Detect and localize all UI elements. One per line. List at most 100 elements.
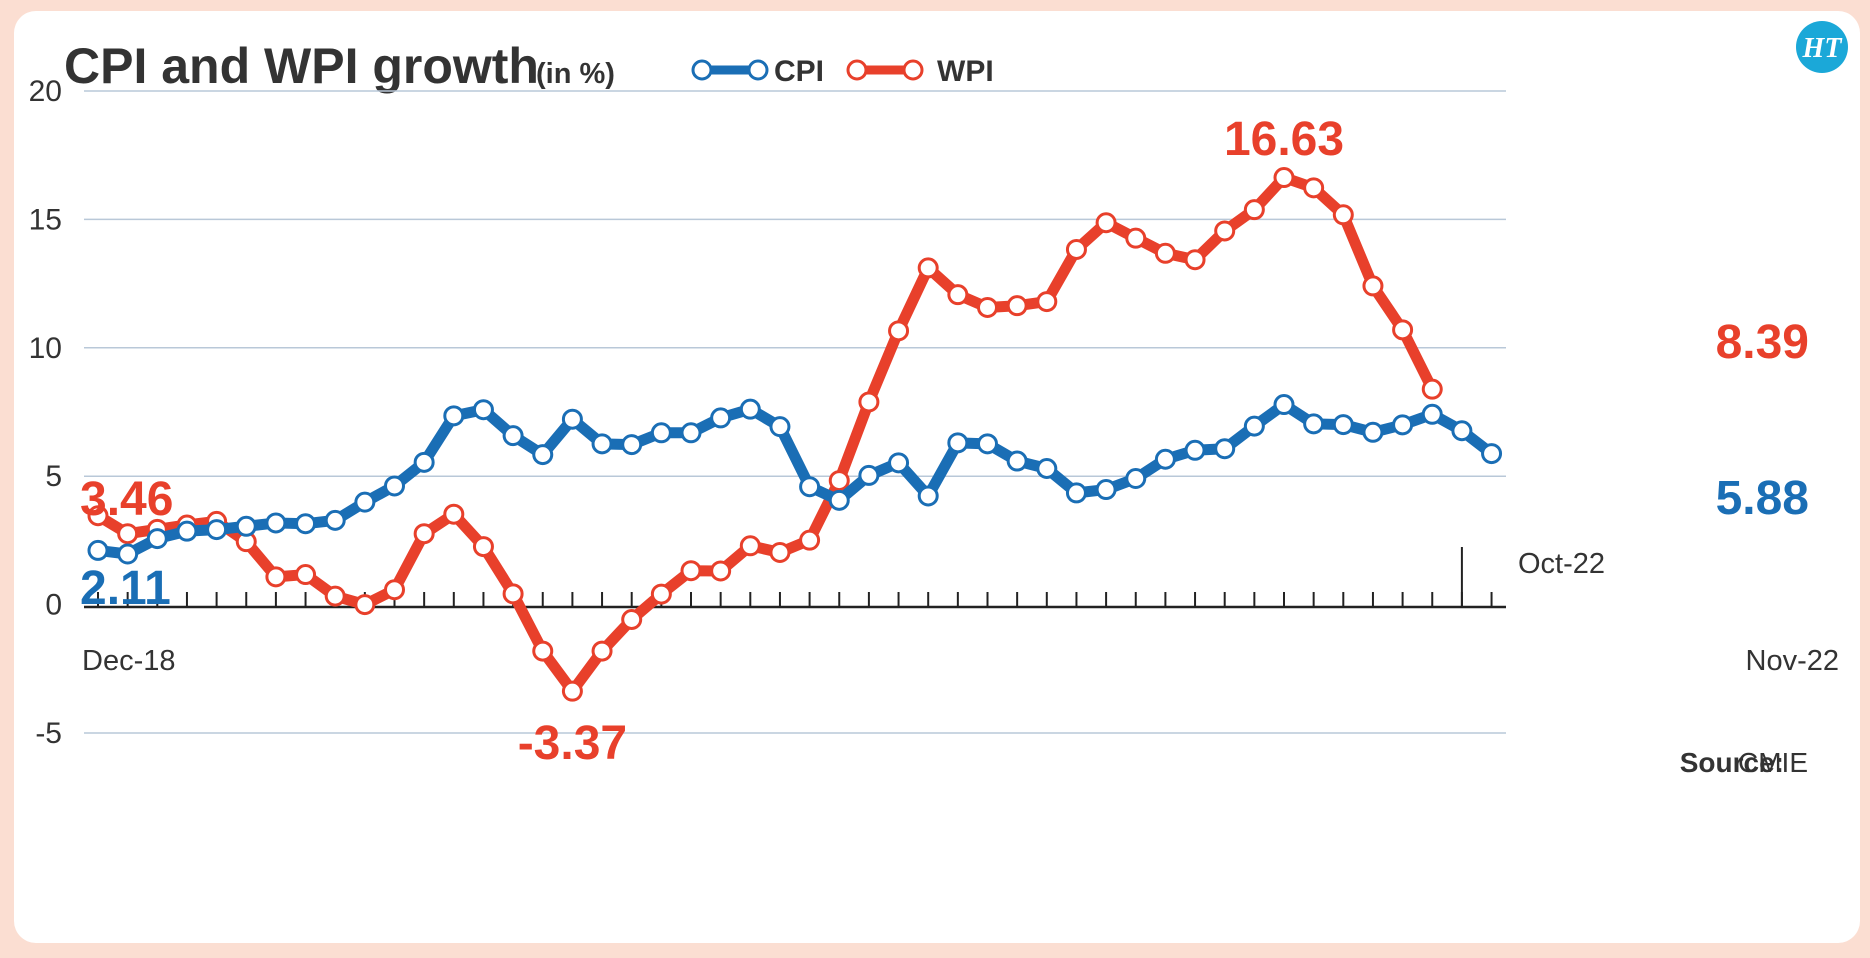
wpi-point [710, 560, 732, 582]
wpi-point [1154, 242, 1176, 264]
wpi-point [947, 284, 969, 306]
wpi-point [799, 529, 821, 551]
wpi-point [502, 583, 524, 605]
cpi-point [591, 433, 613, 455]
wpi-point [265, 566, 287, 588]
wpi-point [888, 320, 910, 342]
wpi-point [1243, 199, 1265, 221]
wpi-point [324, 585, 346, 607]
legend-cpi-label: CPI [774, 55, 824, 88]
logo-text: HT [1802, 33, 1844, 64]
cpi-point [87, 539, 109, 561]
wpi-point [532, 640, 554, 662]
wpi-point [739, 535, 761, 557]
cpi-point [680, 422, 702, 444]
cpi-point [888, 452, 910, 474]
wpi-point [591, 640, 613, 662]
cpi-point [739, 398, 761, 420]
legend-wpi-marker [846, 59, 868, 81]
wpi-point [858, 391, 880, 413]
cpi-point [1095, 479, 1117, 501]
cpi-point [354, 491, 376, 513]
source-value: CMIE [1738, 747, 1808, 778]
cpi-point [1006, 450, 1028, 472]
y-tick-label: 10 [29, 332, 62, 365]
wpi-point [680, 560, 702, 582]
legend-cpi-marker [747, 59, 769, 81]
cpi-point [1065, 482, 1087, 504]
cpi-point [977, 433, 998, 455]
wpi-point [621, 608, 643, 630]
ht-logo: HT [1796, 21, 1848, 73]
cpi-point [324, 509, 346, 531]
cpi-point [799, 476, 821, 498]
wpi-point [1065, 238, 1087, 260]
cpi-point [1332, 414, 1354, 436]
y-tick-label: 5 [45, 460, 62, 493]
wpi-point [384, 579, 405, 601]
source-label: Source: [1680, 747, 1784, 778]
cpi-point [1243, 415, 1265, 437]
wpi-point [1273, 167, 1295, 189]
cpi-point [1036, 457, 1058, 479]
cpi-last-callout: 5.88 [1716, 472, 1809, 525]
y-tick-label: 20 [29, 75, 62, 108]
cpi-point [1362, 421, 1384, 443]
wpi-max-callout: 16.63 [1224, 113, 1344, 166]
wpi-point [413, 523, 435, 545]
wpi-line [92, 172, 1438, 697]
cpi-point [1273, 394, 1295, 416]
cpi-point [413, 451, 435, 473]
chart-title: CPI and WPI growth [64, 38, 539, 94]
cpi-point [1421, 403, 1443, 425]
wpi-point [650, 583, 672, 605]
cpi-point [947, 432, 969, 454]
grid [84, 90, 1506, 734]
cpi-point [295, 513, 317, 535]
cpi-point [858, 464, 880, 486]
wpi-point [354, 594, 376, 616]
cpi-point [917, 485, 939, 507]
logo-circle [1796, 21, 1848, 73]
wpi-point [1214, 220, 1236, 242]
cpi-point [532, 444, 554, 466]
callouts: 2.11 5.88 3.46 -3.37 16.63 8.39 [80, 113, 1809, 770]
wpi-point [1421, 378, 1443, 400]
chart-subtitle: (in %) [536, 58, 615, 90]
wpi-point [977, 296, 998, 318]
cpi-point [621, 434, 643, 456]
series-layer [87, 167, 1503, 702]
cpi-point [1303, 413, 1325, 435]
cpi-point [1154, 448, 1176, 470]
wpi-first-callout: 3.46 [80, 473, 173, 526]
cpi-point [235, 515, 257, 537]
wpi-last-callout: 8.39 [1716, 316, 1809, 369]
cpi-point [1214, 438, 1236, 460]
y-tick-label: -5 [35, 717, 62, 750]
wpi-point [443, 503, 465, 525]
cpi-point [1451, 420, 1473, 442]
cpi-point [176, 520, 198, 542]
wpi-point [1362, 275, 1384, 297]
wpi-min-callout: -3.37 [518, 717, 627, 770]
wpi-point [1006, 295, 1028, 317]
cpi-point [1184, 439, 1206, 461]
wpi-point [295, 564, 317, 586]
wpi-point [917, 257, 939, 279]
chart: CPI and WPI growth (in %) CPI WPI HT 20 1… [29, 21, 1848, 778]
legend-wpi-label: WPI [937, 55, 994, 88]
wpi-point [87, 505, 109, 527]
wpi-point [1095, 212, 1117, 234]
y-tick-label: 15 [29, 203, 62, 236]
wpi-point [1392, 319, 1414, 341]
wpi-point [117, 523, 139, 545]
cpi-point [650, 422, 672, 444]
cpi-point [769, 416, 791, 438]
cpi-first-callout: 2.11 [80, 562, 171, 615]
wpi-point [1332, 204, 1354, 226]
wpi-point [1184, 249, 1206, 271]
y-axis: 20 15 10 5 0 -5 [29, 75, 62, 750]
wpi-point [828, 470, 850, 492]
x-axis [84, 547, 1506, 609]
x-marker-label: Oct-22 [1518, 548, 1605, 580]
